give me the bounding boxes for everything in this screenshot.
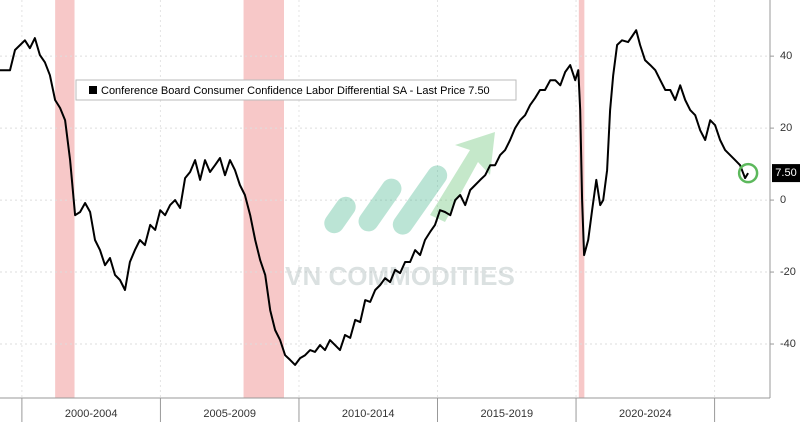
legend: Conference Board Consumer Confidence Lab… [75, 79, 517, 101]
legend-swatch [89, 86, 97, 94]
y-tick-label: -20 [780, 266, 796, 278]
watermark-text: VN COMMODITIES [285, 261, 515, 291]
x-tick-label: 2005-2009 [203, 408, 256, 420]
watermark-shape [358, 178, 402, 232]
last-price-box [772, 164, 800, 183]
watermark-shape [392, 165, 448, 235]
plot [0, 29, 759, 366]
grid [0, 0, 770, 398]
watermark-arrow [430, 132, 495, 222]
watermark-shape [324, 196, 356, 234]
y-tick-label: 40 [780, 50, 792, 62]
legend-box [75, 79, 517, 101]
recession-band [55, 0, 75, 398]
y-tick-label: 0 [780, 194, 786, 206]
last-price-label: 7.50 [775, 167, 796, 179]
series-line [0, 29, 749, 366]
x-tick-label: 2020-2024 [619, 408, 672, 420]
x-tick-label: 2000-2004 [65, 408, 118, 420]
legend-text: Conference Board Consumer Confidence Lab… [101, 85, 490, 97]
x-tick-label: 2010-2014 [342, 408, 395, 420]
watermark: VN COMMODITIES [285, 132, 515, 291]
last-point-marker [737, 162, 759, 184]
x-tick-label: 2015-2019 [480, 408, 533, 420]
y-tick-label: 20 [780, 122, 792, 134]
recession-band [243, 0, 285, 398]
y-tick-label: -40 [780, 338, 796, 350]
